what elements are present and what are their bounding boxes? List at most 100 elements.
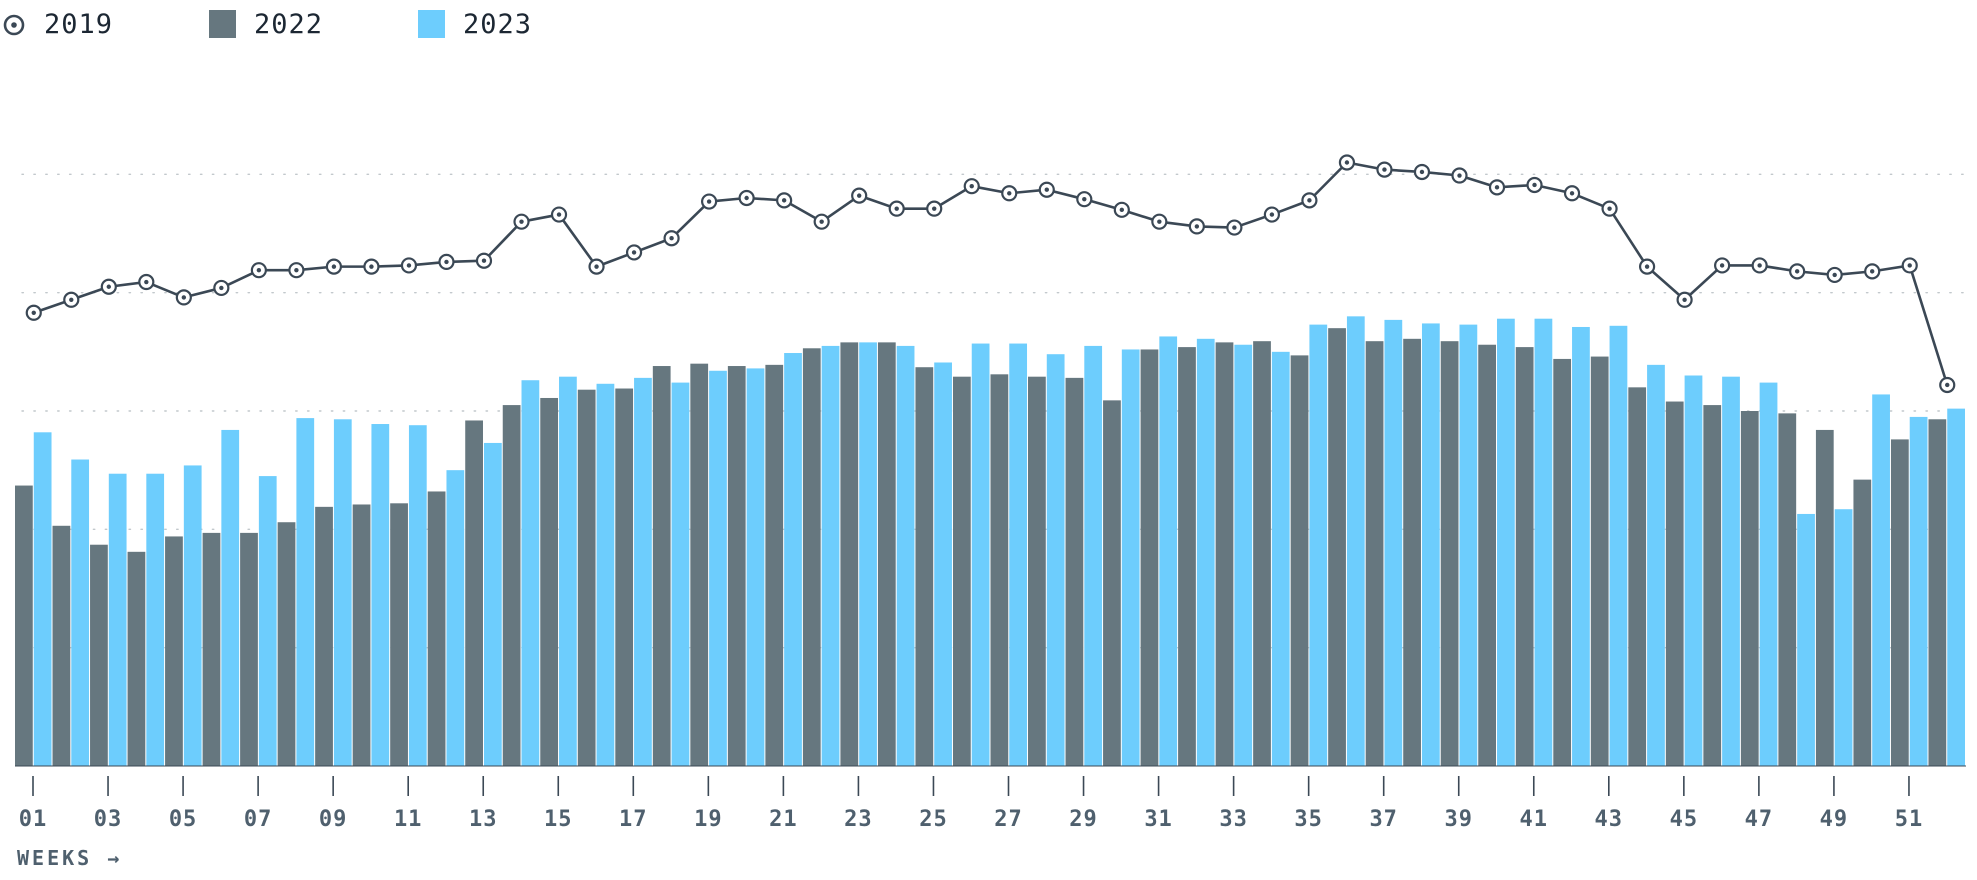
bar-2022-week-36[interactable]: [1328, 328, 1346, 766]
bar-2023-week-39[interactable]: [1459, 324, 1478, 766]
bar-2023-week-14[interactable]: [521, 380, 540, 766]
legend-item-2022[interactable]: 2022: [209, 9, 323, 40]
bar-2022-week-13[interactable]: [465, 420, 483, 766]
bar-2023-week-30[interactable]: [1121, 349, 1140, 766]
bar-2023-week-02[interactable]: [71, 459, 90, 766]
bar-2022-week-46[interactable]: [1703, 405, 1722, 766]
bar-2023-week-34[interactable]: [1271, 351, 1290, 766]
bar-2023-week-22[interactable]: [821, 345, 840, 766]
bar-2023-week-32[interactable]: [1196, 338, 1215, 766]
bar-2022-week-03[interactable]: [90, 544, 108, 766]
bar-2022-week-26[interactable]: [952, 376, 971, 766]
bar-2023-week-50[interactable]: [1872, 394, 1890, 766]
bar-2023-week-16[interactable]: [596, 383, 615, 766]
bar-2022-week-15[interactable]: [540, 397, 559, 766]
bar-2023-week-26[interactable]: [971, 343, 990, 766]
bar-2022-week-50[interactable]: [1853, 479, 1872, 766]
bar-2023-week-17[interactable]: [634, 377, 652, 766]
bar-2023-week-07[interactable]: [258, 476, 277, 766]
bar-2023-week-19[interactable]: [709, 370, 727, 766]
bar-2023-week-10[interactable]: [371, 424, 390, 766]
bar-2023-week-09[interactable]: [333, 419, 352, 766]
bar-2022-week-28[interactable]: [1028, 376, 1046, 766]
bar-2022-week-04[interactable]: [127, 551, 146, 766]
bar-2023-week-44[interactable]: [1647, 364, 1665, 766]
bar-2023-week-31[interactable]: [1159, 336, 1178, 766]
bar-2023-week-25[interactable]: [934, 362, 952, 766]
bar-2023-week-35[interactable]: [1309, 324, 1328, 766]
bar-2022-week-24[interactable]: [877, 342, 896, 766]
bar-2023-week-51[interactable]: [1909, 416, 1928, 766]
bar-2022-week-08[interactable]: [277, 522, 296, 766]
bar-2022-week-20[interactable]: [727, 366, 746, 766]
bar-2023-week-40[interactable]: [1497, 318, 1515, 766]
bar-2023-week-15[interactable]: [559, 376, 577, 766]
bar-2022-week-31[interactable]: [1140, 349, 1159, 766]
legend-item-2019[interactable]: 2019: [3, 9, 113, 40]
bar-2022-week-09[interactable]: [315, 506, 333, 766]
bar-2022-week-17[interactable]: [615, 388, 634, 766]
bar-2022-week-45[interactable]: [1665, 401, 1684, 766]
bar-2022-week-12[interactable]: [427, 491, 446, 766]
bar-2022-week-19[interactable]: [690, 363, 709, 766]
bar-2023-week-27[interactable]: [1009, 343, 1028, 766]
bar-2022-week-42[interactable]: [1553, 358, 1572, 766]
bar-2023-week-49[interactable]: [1834, 509, 1853, 766]
bar-2023-week-06[interactable]: [221, 429, 240, 766]
legend-item-2023[interactable]: 2023: [418, 9, 532, 40]
bar-2022-week-16[interactable]: [577, 389, 596, 766]
bar-2022-week-14[interactable]: [502, 405, 521, 766]
bar-2022-week-10[interactable]: [352, 504, 371, 766]
bar-2022-week-40[interactable]: [1478, 344, 1497, 766]
bar-2023-week-03[interactable]: [108, 473, 127, 766]
bar-2023-week-23[interactable]: [859, 342, 877, 766]
bar-2023-week-01[interactable]: [33, 432, 52, 766]
bar-2022-week-29[interactable]: [1065, 377, 1084, 766]
bar-2023-week-05[interactable]: [183, 465, 202, 766]
bar-2022-week-33[interactable]: [1215, 342, 1234, 766]
bar-2022-week-07[interactable]: [240, 532, 258, 766]
bar-2022-week-01[interactable]: [15, 485, 33, 766]
bar-2023-week-12[interactable]: [446, 470, 465, 766]
bar-2022-week-06[interactable]: [202, 532, 221, 766]
bar-2023-week-52[interactable]: [1947, 408, 1965, 766]
bar-2023-week-47[interactable]: [1759, 382, 1778, 766]
bar-2023-week-38[interactable]: [1421, 323, 1440, 766]
bar-2022-week-11[interactable]: [390, 503, 408, 766]
bar-2023-week-11[interactable]: [408, 425, 427, 766]
bar-2022-week-02[interactable]: [52, 525, 71, 766]
bar-2022-week-22[interactable]: [802, 348, 821, 766]
bar-2022-week-38[interactable]: [1403, 338, 1421, 766]
bar-2022-week-23[interactable]: [840, 342, 859, 766]
bar-2022-week-39[interactable]: [1440, 341, 1459, 766]
bar-2023-week-04[interactable]: [146, 473, 165, 766]
bar-2022-week-48[interactable]: [1778, 413, 1797, 766]
bar-2023-week-18[interactable]: [671, 382, 690, 766]
bar-2022-week-35[interactable]: [1290, 355, 1309, 766]
bar-2022-week-21[interactable]: [765, 364, 784, 766]
bar-2022-week-41[interactable]: [1515, 347, 1534, 766]
bar-2022-week-49[interactable]: [1815, 429, 1834, 766]
bar-2023-week-37[interactable]: [1384, 319, 1403, 766]
bar-2022-week-34[interactable]: [1253, 341, 1271, 766]
bar-2023-week-20[interactable]: [746, 368, 765, 766]
bar-2022-week-44[interactable]: [1628, 387, 1647, 766]
bar-2023-week-29[interactable]: [1084, 345, 1103, 766]
bar-2023-week-28[interactable]: [1046, 354, 1065, 766]
bar-2023-week-43[interactable]: [1609, 325, 1628, 766]
bar-2022-week-27[interactable]: [990, 374, 1009, 766]
bar-2022-week-47[interactable]: [1740, 411, 1759, 766]
bar-2023-week-42[interactable]: [1572, 326, 1590, 766]
bar-2023-week-45[interactable]: [1684, 375, 1703, 767]
bar-2022-week-05[interactable]: [165, 536, 183, 766]
bar-2023-week-41[interactable]: [1534, 318, 1553, 766]
bar-2022-week-32[interactable]: [1178, 347, 1196, 766]
bar-2023-week-46[interactable]: [1722, 376, 1740, 766]
bar-2022-week-43[interactable]: [1590, 356, 1609, 766]
bar-2023-week-33[interactable]: [1234, 344, 1253, 766]
bar-2023-week-08[interactable]: [296, 418, 315, 766]
bar-2023-week-13[interactable]: [483, 442, 502, 766]
bar-2022-week-25[interactable]: [915, 367, 934, 766]
bar-2022-week-52[interactable]: [1928, 419, 1947, 766]
bar-2023-week-48[interactable]: [1797, 513, 1815, 766]
